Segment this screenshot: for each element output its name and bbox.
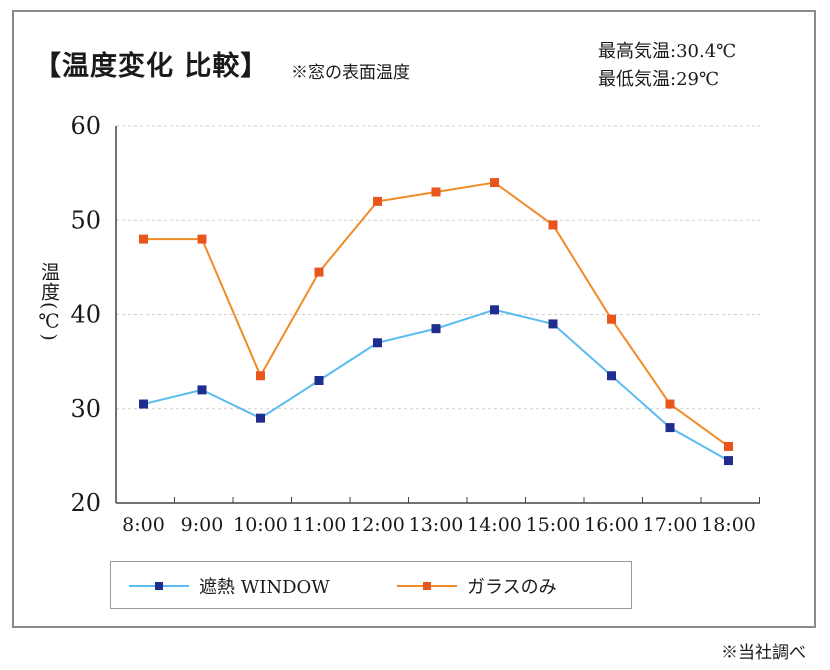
gridlines	[116, 125, 760, 410]
y-axis-label: 温度(℃)	[38, 262, 60, 342]
legend-label-window: 遮熱 WINDOW	[199, 577, 330, 598]
x-tick-label-14:00: 14:00	[467, 514, 522, 536]
data-point-window-12:00	[373, 338, 382, 348]
y-tick-label-40: 40	[70, 301, 101, 329]
data-point-glass-10:00	[256, 371, 265, 381]
max-temperature-note: 最高気温:30.4℃	[598, 41, 737, 62]
data-point-window-16:00	[607, 371, 616, 381]
series-markers	[139, 178, 733, 466]
x-tick-label-15:00: 15:00	[526, 514, 581, 536]
data-point-glass-13:00	[431, 187, 441, 197]
data-point-window-10:00	[256, 413, 265, 423]
data-point-window-13:00	[431, 324, 441, 334]
data-point-window-9:00	[197, 385, 207, 395]
legend-item-glass: ガラスのみ	[397, 574, 557, 598]
chart-title: 【温度変化 比較】	[34, 51, 269, 82]
x-tick-label-9:00: 9:00	[181, 514, 224, 536]
axes	[115, 126, 760, 504]
data-point-glass-8:00	[139, 234, 148, 244]
y-tick-label-60: 60	[70, 112, 101, 140]
data-point-window-18:00	[724, 456, 733, 466]
data-point-glass-18:00	[724, 441, 733, 451]
y-tick-label-20: 20	[70, 489, 101, 517]
x-tick-label-13:00: 13:00	[409, 514, 464, 536]
x-tick-label-11:00: 11:00	[292, 514, 347, 536]
x-tick-label-12:00: 12:00	[350, 514, 405, 536]
legend-label-glass: ガラスのみ	[467, 577, 557, 598]
x-tick-label-8:00: 8:00	[122, 514, 165, 536]
data-point-glass-11:00	[314, 267, 324, 277]
chart-subtitle: ※窓の表面温度	[291, 63, 410, 83]
data-point-window-14:00	[490, 305, 499, 315]
x-tick-label-18:00: 18:00	[701, 514, 756, 536]
legend-item-window: 遮熱 WINDOW	[129, 574, 330, 598]
tick-labels: 20 30 40 50 60 8:00 9:00 10:00 11:00 12:00 13:00 14…	[70, 112, 755, 536]
legend: 遮熱 WINDOW ガラスのみ	[110, 561, 632, 609]
min-temperature-note: 最低気温:29℃	[598, 69, 720, 90]
data-point-window-15:00	[548, 319, 558, 329]
x-tick-label-17:00: 17:00	[643, 514, 698, 536]
data-point-glass-15:00	[548, 220, 558, 230]
legend-swatch-window	[129, 574, 189, 598]
legend-swatch-glass	[397, 574, 457, 598]
series-lines	[143, 181, 730, 462]
data-point-glass-12:00	[373, 196, 382, 206]
y-tick-label-50: 50	[70, 206, 101, 234]
data-point-window-11:00	[314, 375, 324, 385]
data-point-window-17:00	[665, 423, 675, 433]
chart-frame	[12, 10, 816, 628]
data-point-window-8:00	[139, 399, 148, 409]
source-footnote: ※当社調べ	[721, 643, 806, 663]
data-point-glass-16:00	[607, 314, 616, 324]
data-point-glass-9:00	[197, 234, 207, 244]
x-tick-label-16:00: 16:00	[584, 514, 639, 536]
y-tick-label-30: 30	[70, 395, 101, 423]
x-tick-label-10:00: 10:00	[233, 514, 288, 536]
data-point-glass-14:00	[490, 178, 499, 188]
data-point-glass-17:00	[665, 399, 675, 409]
